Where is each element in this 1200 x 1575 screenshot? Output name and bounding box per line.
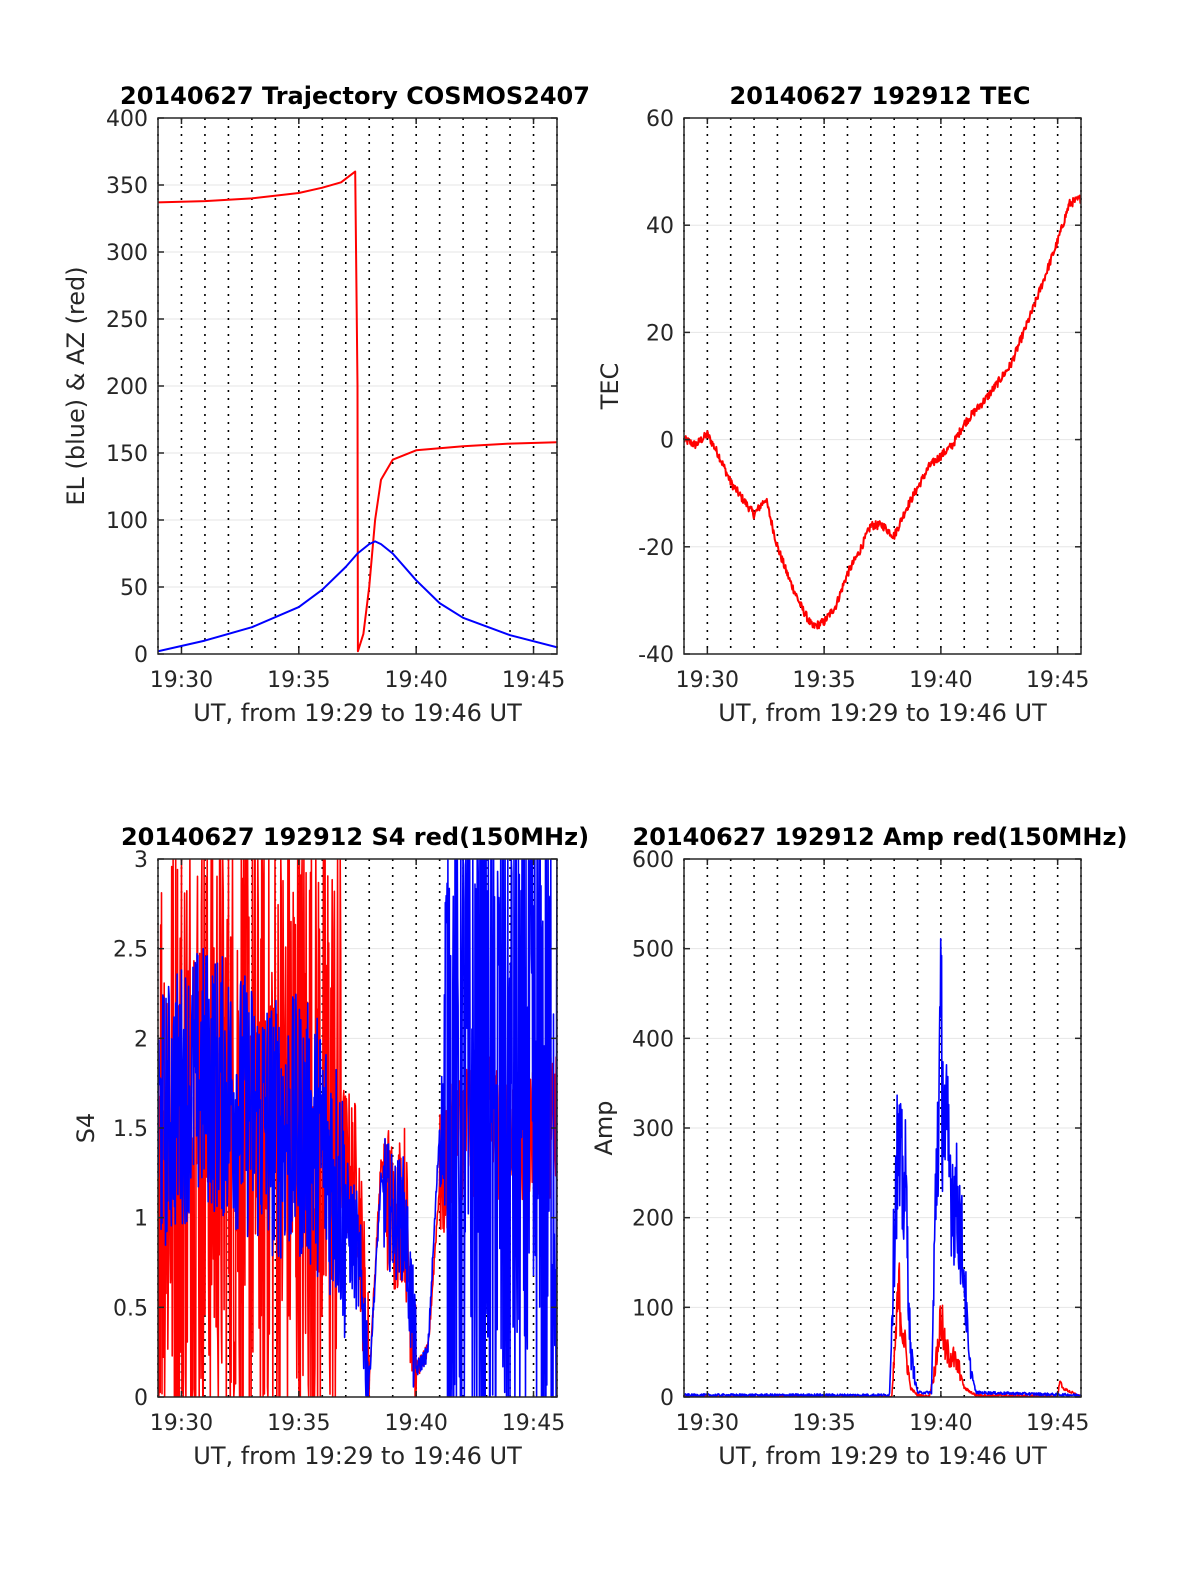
tec-xtick-label: 19:40: [909, 668, 972, 693]
s4-ytick-label: 1: [134, 1207, 148, 1232]
tec-ytick-label: -40: [638, 643, 674, 668]
amp-ytick-label: 600: [632, 848, 674, 873]
trajectory-xtick-label: 19:40: [384, 668, 447, 693]
trajectory-ytick-label: 300: [106, 241, 148, 266]
s4-ytick-label: 0.5: [113, 1296, 148, 1321]
s4-ylabel: S4: [72, 1113, 100, 1144]
s4-ytick-label: 3: [134, 848, 148, 873]
tec-ylabel: TEC: [596, 363, 624, 411]
amp-ytick-label: 300: [632, 1117, 674, 1142]
tec-xtick-label: 19:30: [676, 668, 739, 693]
amp-xtick-label: 19:30: [676, 1411, 739, 1436]
trajectory-ytick-label: 50: [120, 576, 148, 601]
trajectory-series-blue: [158, 540, 557, 653]
tec-series-red: [684, 194, 1081, 630]
trajectory-ytick-label: 250: [106, 308, 148, 333]
trajectory-ytick-label: 400: [106, 107, 148, 132]
trajectory-ytick-label: 150: [106, 442, 148, 467]
tec-ytick-label: 0: [660, 429, 674, 454]
amp-ytick-label: 200: [632, 1207, 674, 1232]
tec-ytick-label: -20: [638, 536, 674, 561]
trajectory-plot: 19:30 19:35 19:40 19:45 0 50 100 150 200 250 300 35…: [62, 82, 590, 727]
s4-ytick-label: 0: [134, 1386, 148, 1411]
trajectory-ytick-label: 100: [106, 509, 148, 534]
tec-xtick-label: 19:35: [792, 668, 855, 693]
amp-title: 20140627 192912 Amp red(150MHz): [633, 823, 1128, 851]
amp-ytick-label: 0: [660, 1386, 674, 1411]
amp-plot: 19:30 19:35 19:40 19:45 0 100 200 300 400 500 6002…: [590, 823, 1127, 1470]
s4-xtick-label: 19:35: [267, 1411, 330, 1436]
amp-ytick-label: 100: [632, 1296, 674, 1321]
s4-xlabel: UT, from 19:29 to 19:46 UT: [193, 1442, 522, 1470]
trajectory-ytick-label: 0: [134, 643, 148, 668]
tec-xlabel: UT, from 19:29 to 19:46 UT: [718, 699, 1047, 727]
tec-ytick-label: 40: [646, 214, 674, 239]
amp-series-blue: [684, 937, 1081, 1397]
amp-ytick-label: 400: [632, 1027, 674, 1052]
amp-xtick-label: 19:45: [1026, 1411, 1089, 1436]
s4-xtick-label: 19:30: [150, 1411, 213, 1436]
amp-xtick-label: 19:40: [909, 1411, 972, 1436]
trajectory-xlabel: UT, from 19:29 to 19:46 UT: [193, 699, 522, 727]
amp-ytick-label: 500: [632, 938, 674, 963]
trajectory-xtick-label: 19:45: [502, 668, 565, 693]
trajectory-ylabel: EL (blue) & AZ (red): [62, 266, 90, 505]
tec-ytick-label: 20: [646, 321, 674, 346]
tec-xtick-label: 19:45: [1026, 668, 1089, 693]
s4-series-blue: [158, 859, 557, 1397]
trajectory-series-red: [158, 170, 557, 653]
amp-xtick-label: 19:35: [792, 1411, 855, 1436]
trajectory-xtick-label: 19:35: [267, 668, 330, 693]
s4-title: 20140627 192912 S4 red(150MHz): [121, 823, 589, 851]
trajectory-title: 20140627 Trajectory COSMOS2407: [120, 82, 590, 110]
s4-plot: 19:30 19:35 19:40 19:45 0 0.5 1 1.5 2 2.5 32014062…: [72, 823, 589, 1470]
s4-ytick-label: 2: [134, 1027, 148, 1052]
trajectory-ytick-label: 350: [106, 174, 148, 199]
tec-title: 20140627 192912 TEC: [730, 82, 1031, 110]
amp-xlabel: UT, from 19:29 to 19:46 UT: [718, 1442, 1047, 1470]
tec-plot: 19:30 19:35 19:40 19:45 -40 -20 0 20 40 60 2014062…: [596, 82, 1089, 727]
trajectory-ytick-label: 200: [106, 375, 148, 400]
s4-ytick-label: 1.5: [113, 1117, 148, 1142]
tec-ytick-label: 60: [646, 107, 674, 132]
s4-xtick-label: 19:40: [384, 1411, 447, 1436]
s4-ytick-label: 2.5: [113, 938, 148, 963]
trajectory-xtick-label: 19:30: [150, 668, 213, 693]
s4-xtick-label: 19:45: [502, 1411, 565, 1436]
amp-ylabel: Amp: [590, 1100, 618, 1155]
tec-axes-box: [683, 117, 1082, 655]
